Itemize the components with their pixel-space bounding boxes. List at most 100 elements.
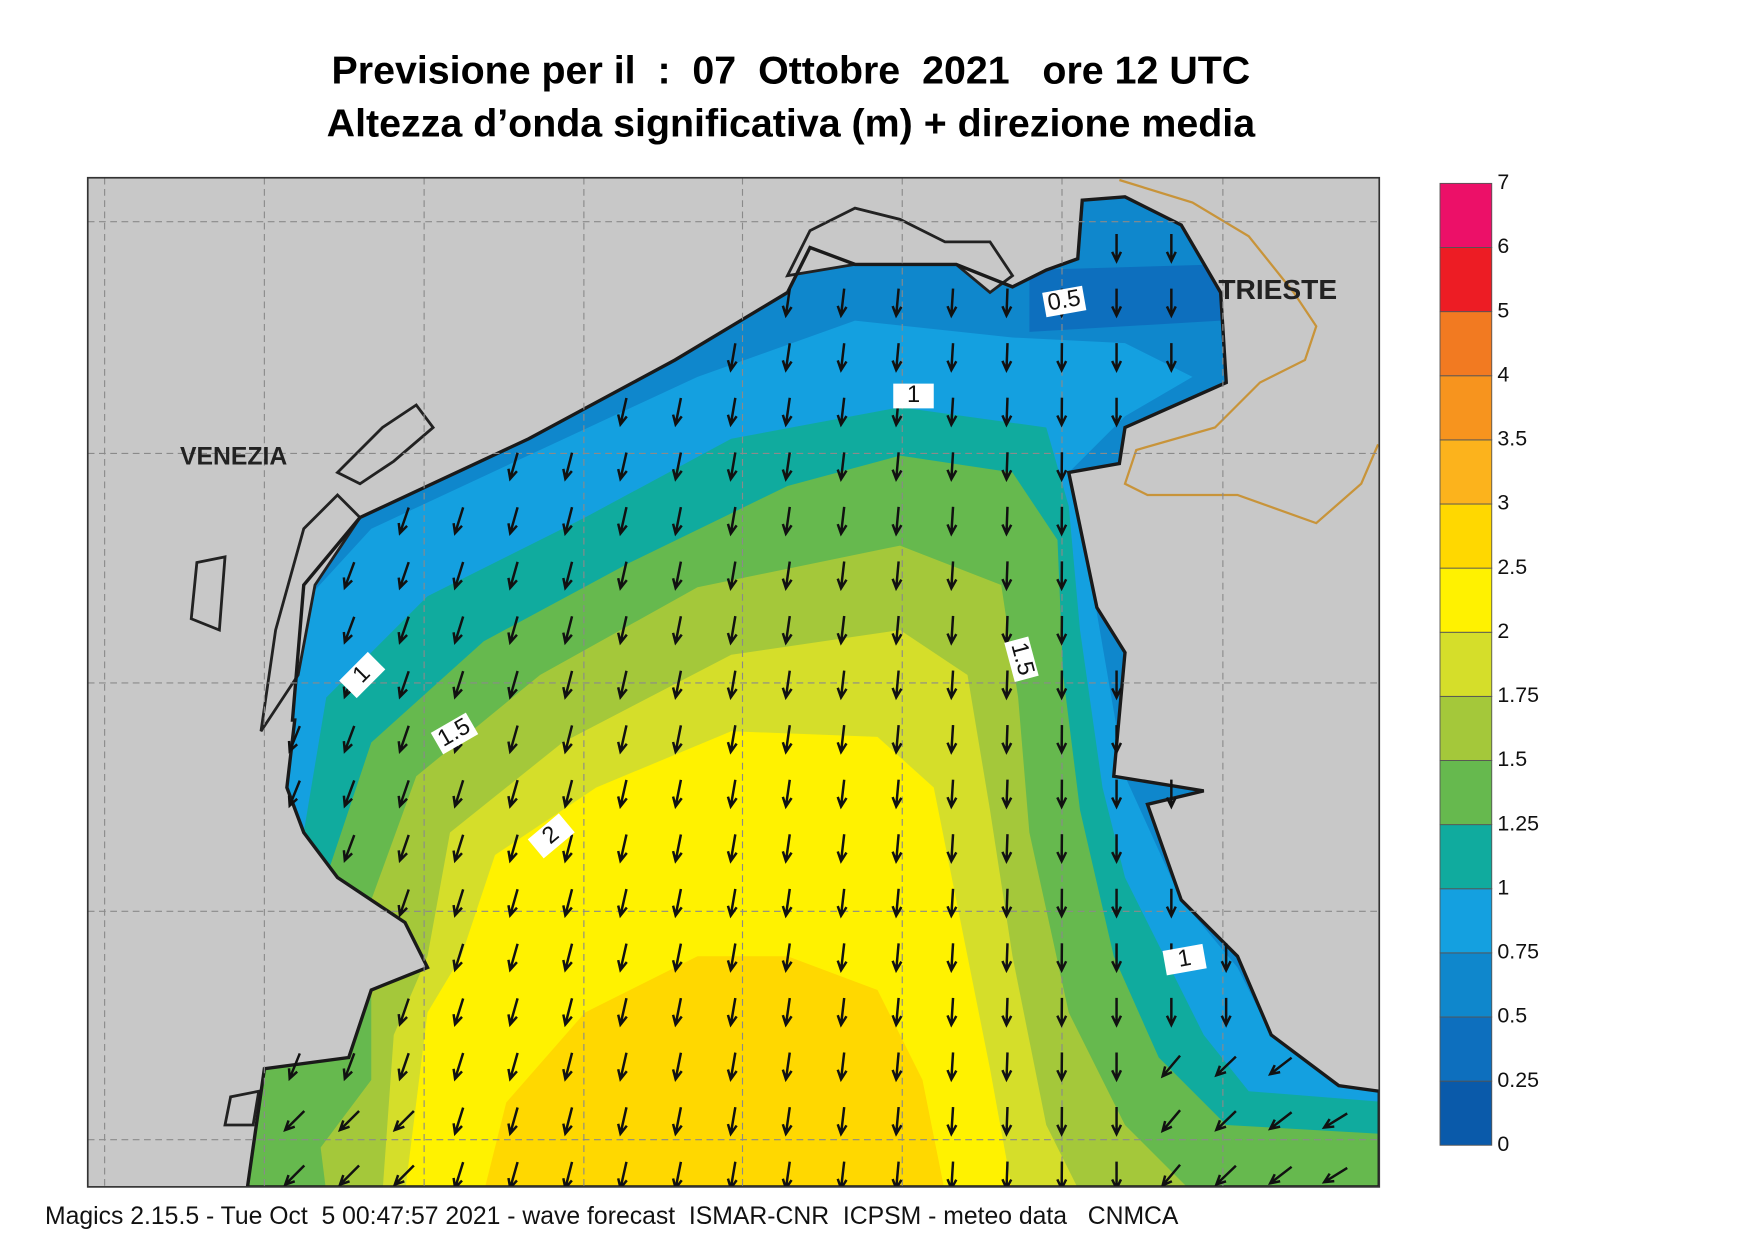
direction-arrow [946, 452, 958, 483]
city-label: VENEZIA [180, 443, 287, 470]
colorbar-label: 1.75 [1497, 683, 1539, 707]
contour-value: 1 [1176, 945, 1193, 973]
direction-arrow [1165, 997, 1177, 1028]
direction-arrow [1111, 343, 1123, 373]
direction-arrow [507, 1107, 519, 1137]
direction-arrow [836, 1161, 848, 1187]
map: 0.511 1.51.521 VENEZIA TRIESTE [87, 177, 1380, 1187]
direction-arrow [726, 506, 738, 537]
direction-arrow [1165, 343, 1177, 373]
direction-arrow [1111, 725, 1123, 755]
direction-arrow [342, 616, 356, 645]
direction-arrow [562, 1107, 574, 1137]
direction-arrow [1111, 670, 1123, 701]
direction-arrow [1056, 1161, 1068, 1187]
colorbar-bin [1439, 952, 1493, 1018]
direction-arrow [891, 997, 903, 1028]
direction-arrow [1056, 997, 1068, 1028]
direction-arrow [781, 943, 793, 973]
label-box [893, 383, 934, 409]
direction-arrow [452, 1161, 465, 1187]
direction-arrow [836, 670, 848, 701]
direction-arrow [617, 834, 628, 864]
colorbar-bin [1439, 182, 1493, 248]
direction-arrow [836, 888, 848, 919]
direction-arrow [1001, 1106, 1013, 1137]
direction-arrow [283, 1164, 306, 1187]
direction-arrow [507, 561, 519, 591]
direction-arrow [1056, 615, 1068, 646]
wave-direction-arrows [283, 234, 1348, 1187]
direction-arrow [671, 670, 683, 701]
colorbar-bin [1439, 1016, 1493, 1082]
direction-arrow [1001, 834, 1013, 865]
direction-arrow [781, 670, 793, 701]
direction-arrow [1001, 1052, 1013, 1083]
direction-arrow [781, 888, 793, 919]
direction-arrow [397, 998, 410, 1027]
direction-arrow [507, 506, 519, 537]
direction-arrow [891, 561, 903, 592]
direction-arrow [781, 1106, 793, 1137]
direction-arrow [507, 1052, 519, 1082]
direction-arrow [562, 997, 574, 1028]
colorbar-bin [1439, 824, 1493, 890]
title: Previsione per il : 07 Ottobre 2021 ore … [332, 49, 1251, 93]
direction-arrow [452, 779, 465, 809]
direction-arrow [946, 288, 958, 319]
direction-arrow [1001, 288, 1013, 319]
direction-arrow [726, 1106, 738, 1137]
direction-arrow [1111, 234, 1123, 264]
contour-label: 1 [1162, 943, 1207, 976]
colorbar-label: 3.5 [1497, 427, 1527, 451]
direction-arrow [1056, 1106, 1068, 1137]
colorbar-bin [1439, 631, 1493, 697]
direction-arrow [891, 343, 903, 373]
colorbar-bin [1439, 695, 1493, 761]
direction-arrow [781, 1161, 793, 1187]
direction-arrow [283, 1110, 306, 1133]
direction-arrow [1111, 1161, 1123, 1187]
direction-arrow [836, 997, 848, 1028]
direction-arrow [891, 615, 903, 646]
direction-arrow [1214, 1110, 1237, 1132]
direction-arrow [726, 561, 738, 591]
contour-labels: 0.511 1.51.521 [339, 285, 1207, 976]
direction-arrow [671, 452, 683, 482]
direction-arrow [671, 888, 683, 919]
label-box [527, 813, 575, 859]
direction-arrow [562, 943, 574, 973]
direction-arrow [617, 888, 628, 919]
direction-arrow [1001, 452, 1013, 483]
direction-arrow [1160, 1054, 1182, 1079]
direction-arrow [726, 615, 738, 646]
direction-arrow [562, 1161, 574, 1187]
direction-arrow [1001, 725, 1013, 755]
direction-arrow [342, 561, 356, 591]
direction-arrow [726, 943, 738, 973]
direction-arrow [891, 943, 903, 974]
direction-arrow [946, 615, 958, 646]
direction-arrow [1111, 888, 1123, 919]
direction-arrow [397, 561, 410, 591]
direction-arrow [946, 561, 958, 592]
border-line [1119, 178, 1380, 525]
direction-arrow [507, 452, 519, 482]
direction-arrow [1056, 725, 1068, 755]
contour-label: 1 [339, 651, 386, 699]
direction-arrow [397, 779, 410, 809]
colorbar-label: 6 [1497, 234, 1509, 258]
direction-arrow [397, 725, 410, 755]
direction-arrow [617, 452, 628, 482]
direction-arrow [507, 1161, 519, 1187]
direction-arrow [617, 1107, 628, 1137]
direction-arrow [891, 834, 903, 864]
colorbar-label: 4 [1497, 362, 1509, 386]
direction-arrow [397, 834, 410, 864]
direction-arrow [452, 561, 465, 591]
direction-arrow [836, 452, 848, 482]
direction-arrow [1001, 779, 1013, 810]
colorbar-label: 1.5 [1497, 747, 1527, 771]
direction-arrow [1165, 779, 1177, 810]
